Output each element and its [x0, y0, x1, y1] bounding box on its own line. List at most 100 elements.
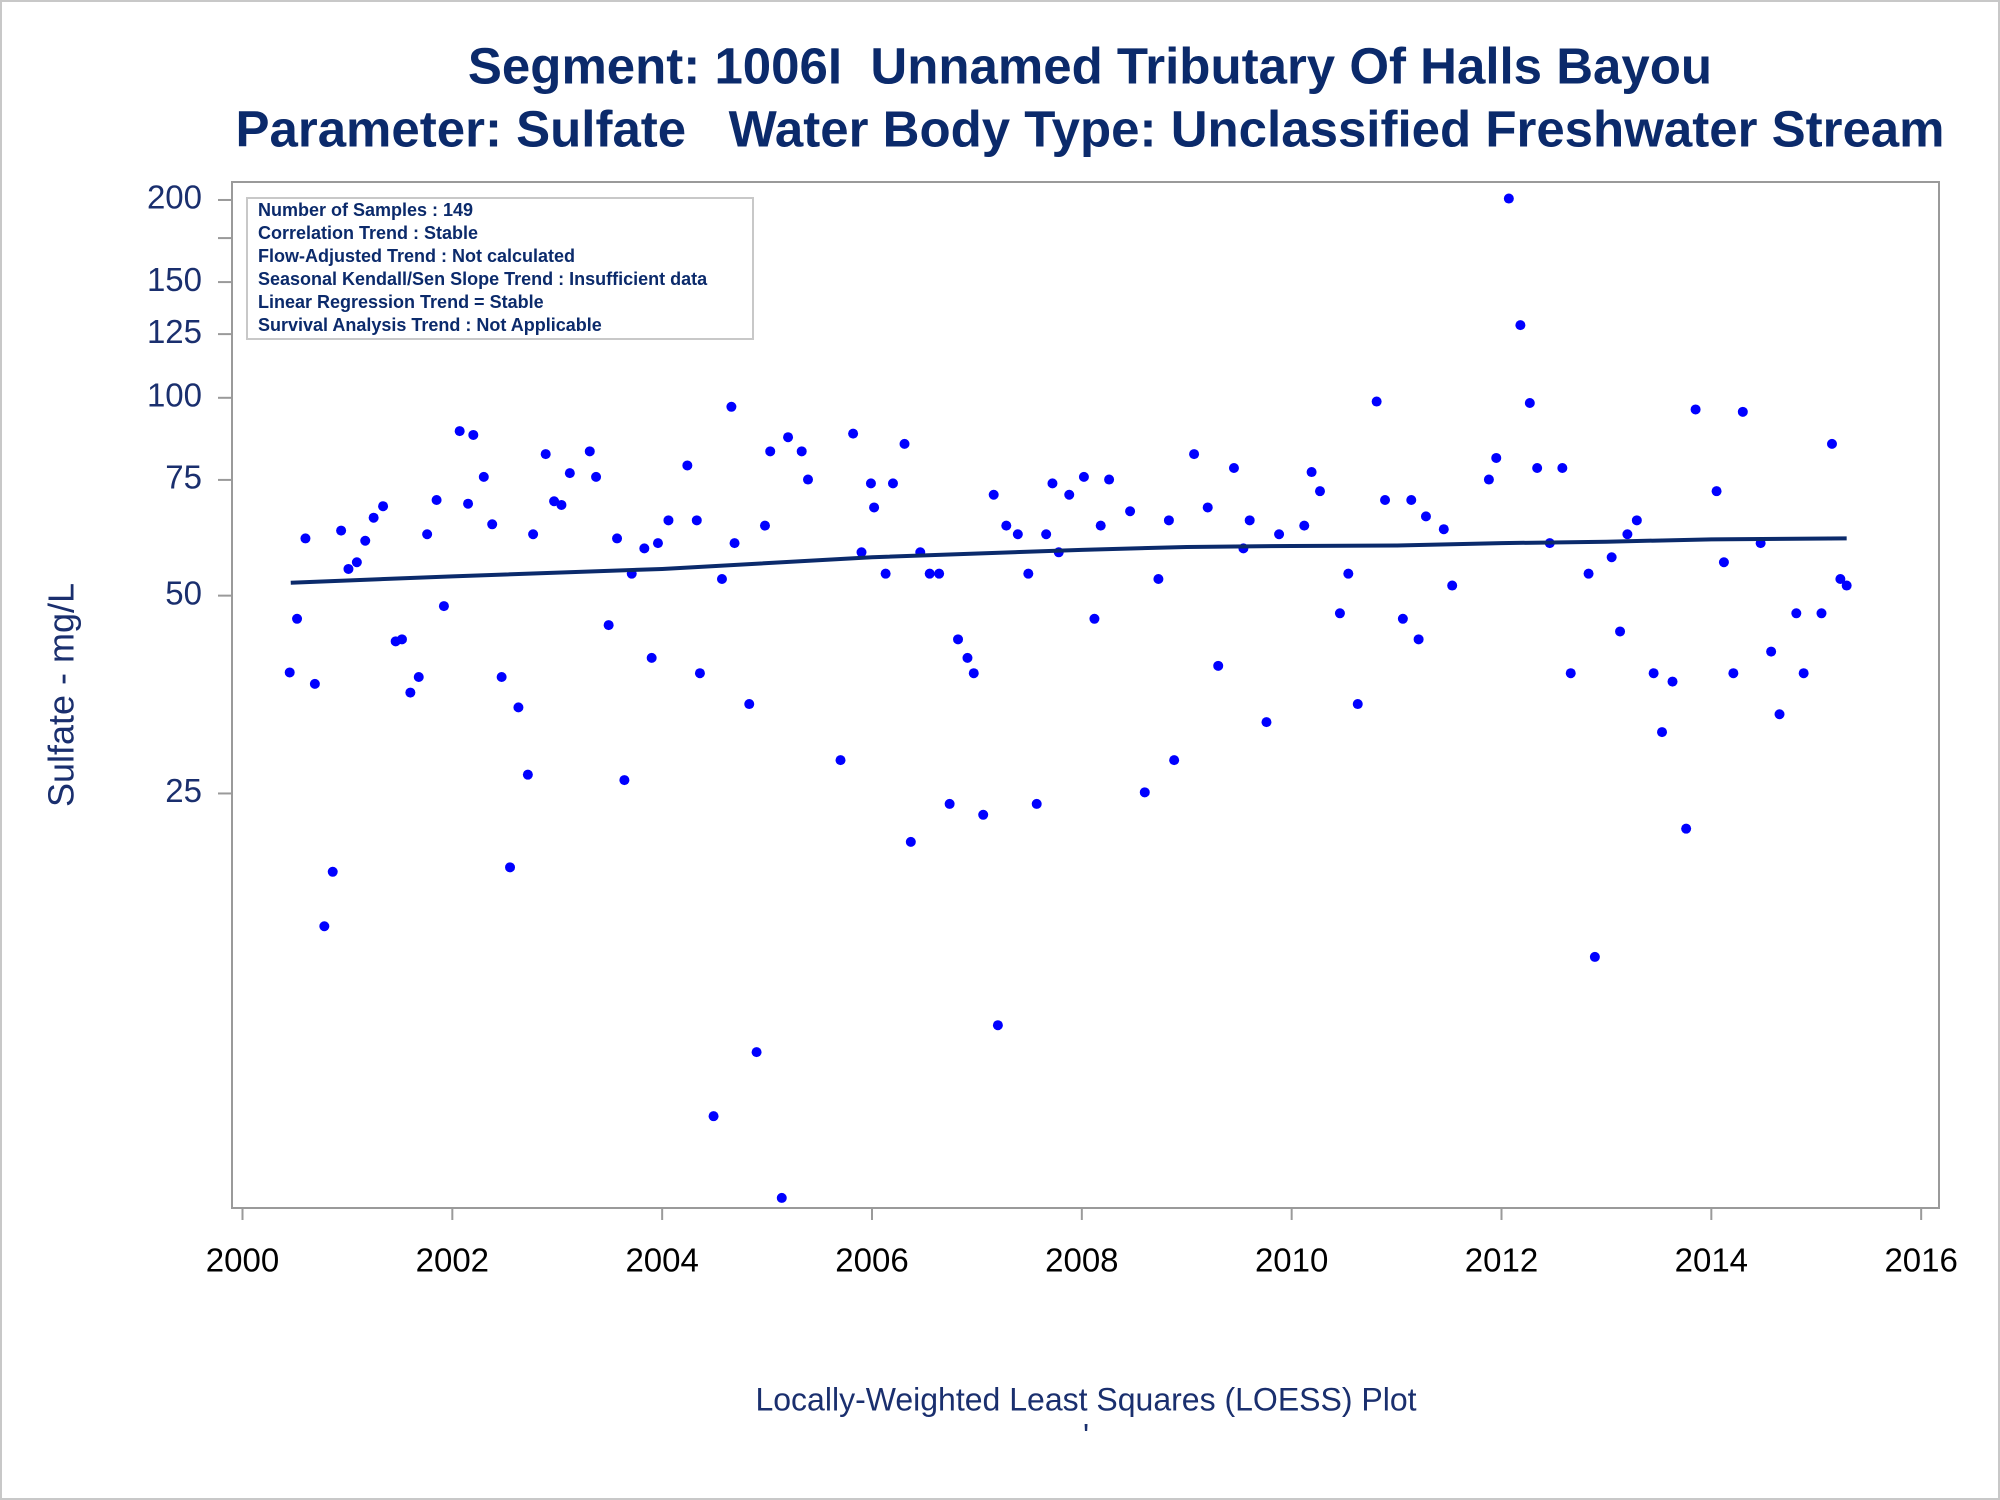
- data-point: [691, 515, 702, 526]
- data-point: [591, 471, 602, 482]
- annotation-line: Number of Samples : 149: [258, 200, 473, 220]
- data-point: [944, 798, 955, 809]
- data-point: [513, 702, 524, 713]
- annotation-line: Linear Regression Trend = Stable: [258, 292, 544, 312]
- y-tick-label: 200: [147, 179, 202, 216]
- data-point: [1816, 608, 1827, 619]
- footnote-mark: ': [1083, 1417, 1089, 1453]
- data-point: [978, 809, 989, 820]
- data-point: [284, 667, 295, 678]
- data-point: [646, 652, 657, 663]
- data-point: [378, 501, 389, 512]
- data-point: [292, 613, 303, 624]
- data-point: [300, 533, 311, 544]
- data-point: [953, 634, 964, 645]
- data-point: [1104, 474, 1115, 485]
- data-point: [1835, 574, 1846, 585]
- x-tick-label: 2004: [625, 1242, 698, 1279]
- data-point: [1306, 467, 1317, 478]
- data-point: [1615, 626, 1626, 637]
- data-point: [759, 520, 770, 531]
- y-tick-label: 150: [147, 261, 202, 298]
- annotation-line: Seasonal Kendall/Sen Slope Trend : Insuf…: [258, 269, 708, 289]
- chart-title: Segment: 1006I Unnamed Tributary Of Hall…: [468, 37, 1712, 94]
- data-point: [729, 538, 740, 549]
- data-point: [1041, 529, 1052, 540]
- x-tick-label: 2016: [1884, 1242, 1957, 1279]
- y-axis-label: Sulfate - mg/L: [41, 583, 82, 807]
- annotation-line: Survival Analysis Trend : Not Applicable: [258, 315, 602, 335]
- data-point: [1031, 798, 1042, 809]
- data-point: [905, 836, 916, 847]
- plot-frame: [231, 181, 1940, 1209]
- loess-line: [290, 536, 1847, 585]
- annotation-line: Correlation Trend : Stable: [258, 223, 478, 243]
- data-point: [716, 574, 727, 585]
- data-point: [1667, 676, 1678, 687]
- data-point: [1334, 608, 1345, 619]
- data-point: [1532, 462, 1543, 473]
- data-point: [962, 652, 973, 663]
- data-point: [1244, 515, 1255, 526]
- data-point: [522, 769, 533, 780]
- data-point: [1791, 608, 1802, 619]
- data-point: [1681, 823, 1692, 834]
- data-point: [726, 401, 737, 412]
- data-point: [1657, 727, 1668, 738]
- data-point: [1352, 699, 1363, 710]
- x-tick-label: 2008: [1045, 1242, 1118, 1279]
- data-point: [431, 495, 442, 506]
- data-point: [934, 568, 945, 579]
- data-point: [413, 671, 424, 682]
- data-point: [694, 668, 705, 679]
- data-point: [1631, 515, 1642, 526]
- data-point: [1380, 495, 1391, 506]
- data-point: [336, 525, 347, 536]
- data-point: [1371, 396, 1382, 407]
- data-point: [1089, 613, 1100, 624]
- y-tick-label: 75: [165, 459, 202, 496]
- data-point: [682, 460, 693, 471]
- data-point: [619, 775, 630, 786]
- data-point: [1413, 634, 1424, 645]
- data-point: [343, 563, 354, 574]
- y-tick-label: 25: [165, 772, 202, 809]
- data-point: [1841, 580, 1852, 591]
- data-point: [1163, 515, 1174, 526]
- x-tick-label: 2006: [835, 1242, 908, 1279]
- data-point: [1064, 489, 1075, 500]
- data-point: [1274, 529, 1285, 540]
- data-point: [1718, 557, 1729, 568]
- data-point: [319, 921, 330, 932]
- data-point: [564, 468, 575, 479]
- data-point: [1826, 438, 1837, 449]
- data-point: [360, 535, 371, 546]
- data-point: [776, 1192, 787, 1203]
- data-point: [1343, 568, 1354, 579]
- y-tick-label: 125: [147, 313, 202, 350]
- data-point: [1153, 574, 1164, 585]
- data-point: [505, 862, 516, 873]
- annotation-line: Flow-Adjusted Trend : Not calculated: [258, 246, 575, 266]
- data-point: [1690, 404, 1701, 415]
- data-point: [1095, 520, 1106, 531]
- x-tick-label: 2002: [416, 1242, 489, 1279]
- data-point: [540, 449, 551, 460]
- annotation-box: [246, 197, 754, 340]
- x-tick-label: 2012: [1465, 1242, 1538, 1279]
- data-point: [1261, 717, 1272, 728]
- data-point: [1314, 486, 1325, 497]
- data-point: [708, 1111, 719, 1122]
- data-point: [438, 601, 449, 612]
- data-point: [1711, 486, 1722, 497]
- data-point: [765, 446, 776, 457]
- data-point: [1228, 462, 1239, 473]
- data-point: [1406, 495, 1417, 506]
- y-tick-label: 100: [147, 377, 202, 414]
- data-point: [924, 568, 935, 579]
- data-point: [1447, 580, 1458, 591]
- data-point: [968, 668, 979, 679]
- data-point: [1078, 471, 1089, 482]
- data-point: [848, 428, 859, 439]
